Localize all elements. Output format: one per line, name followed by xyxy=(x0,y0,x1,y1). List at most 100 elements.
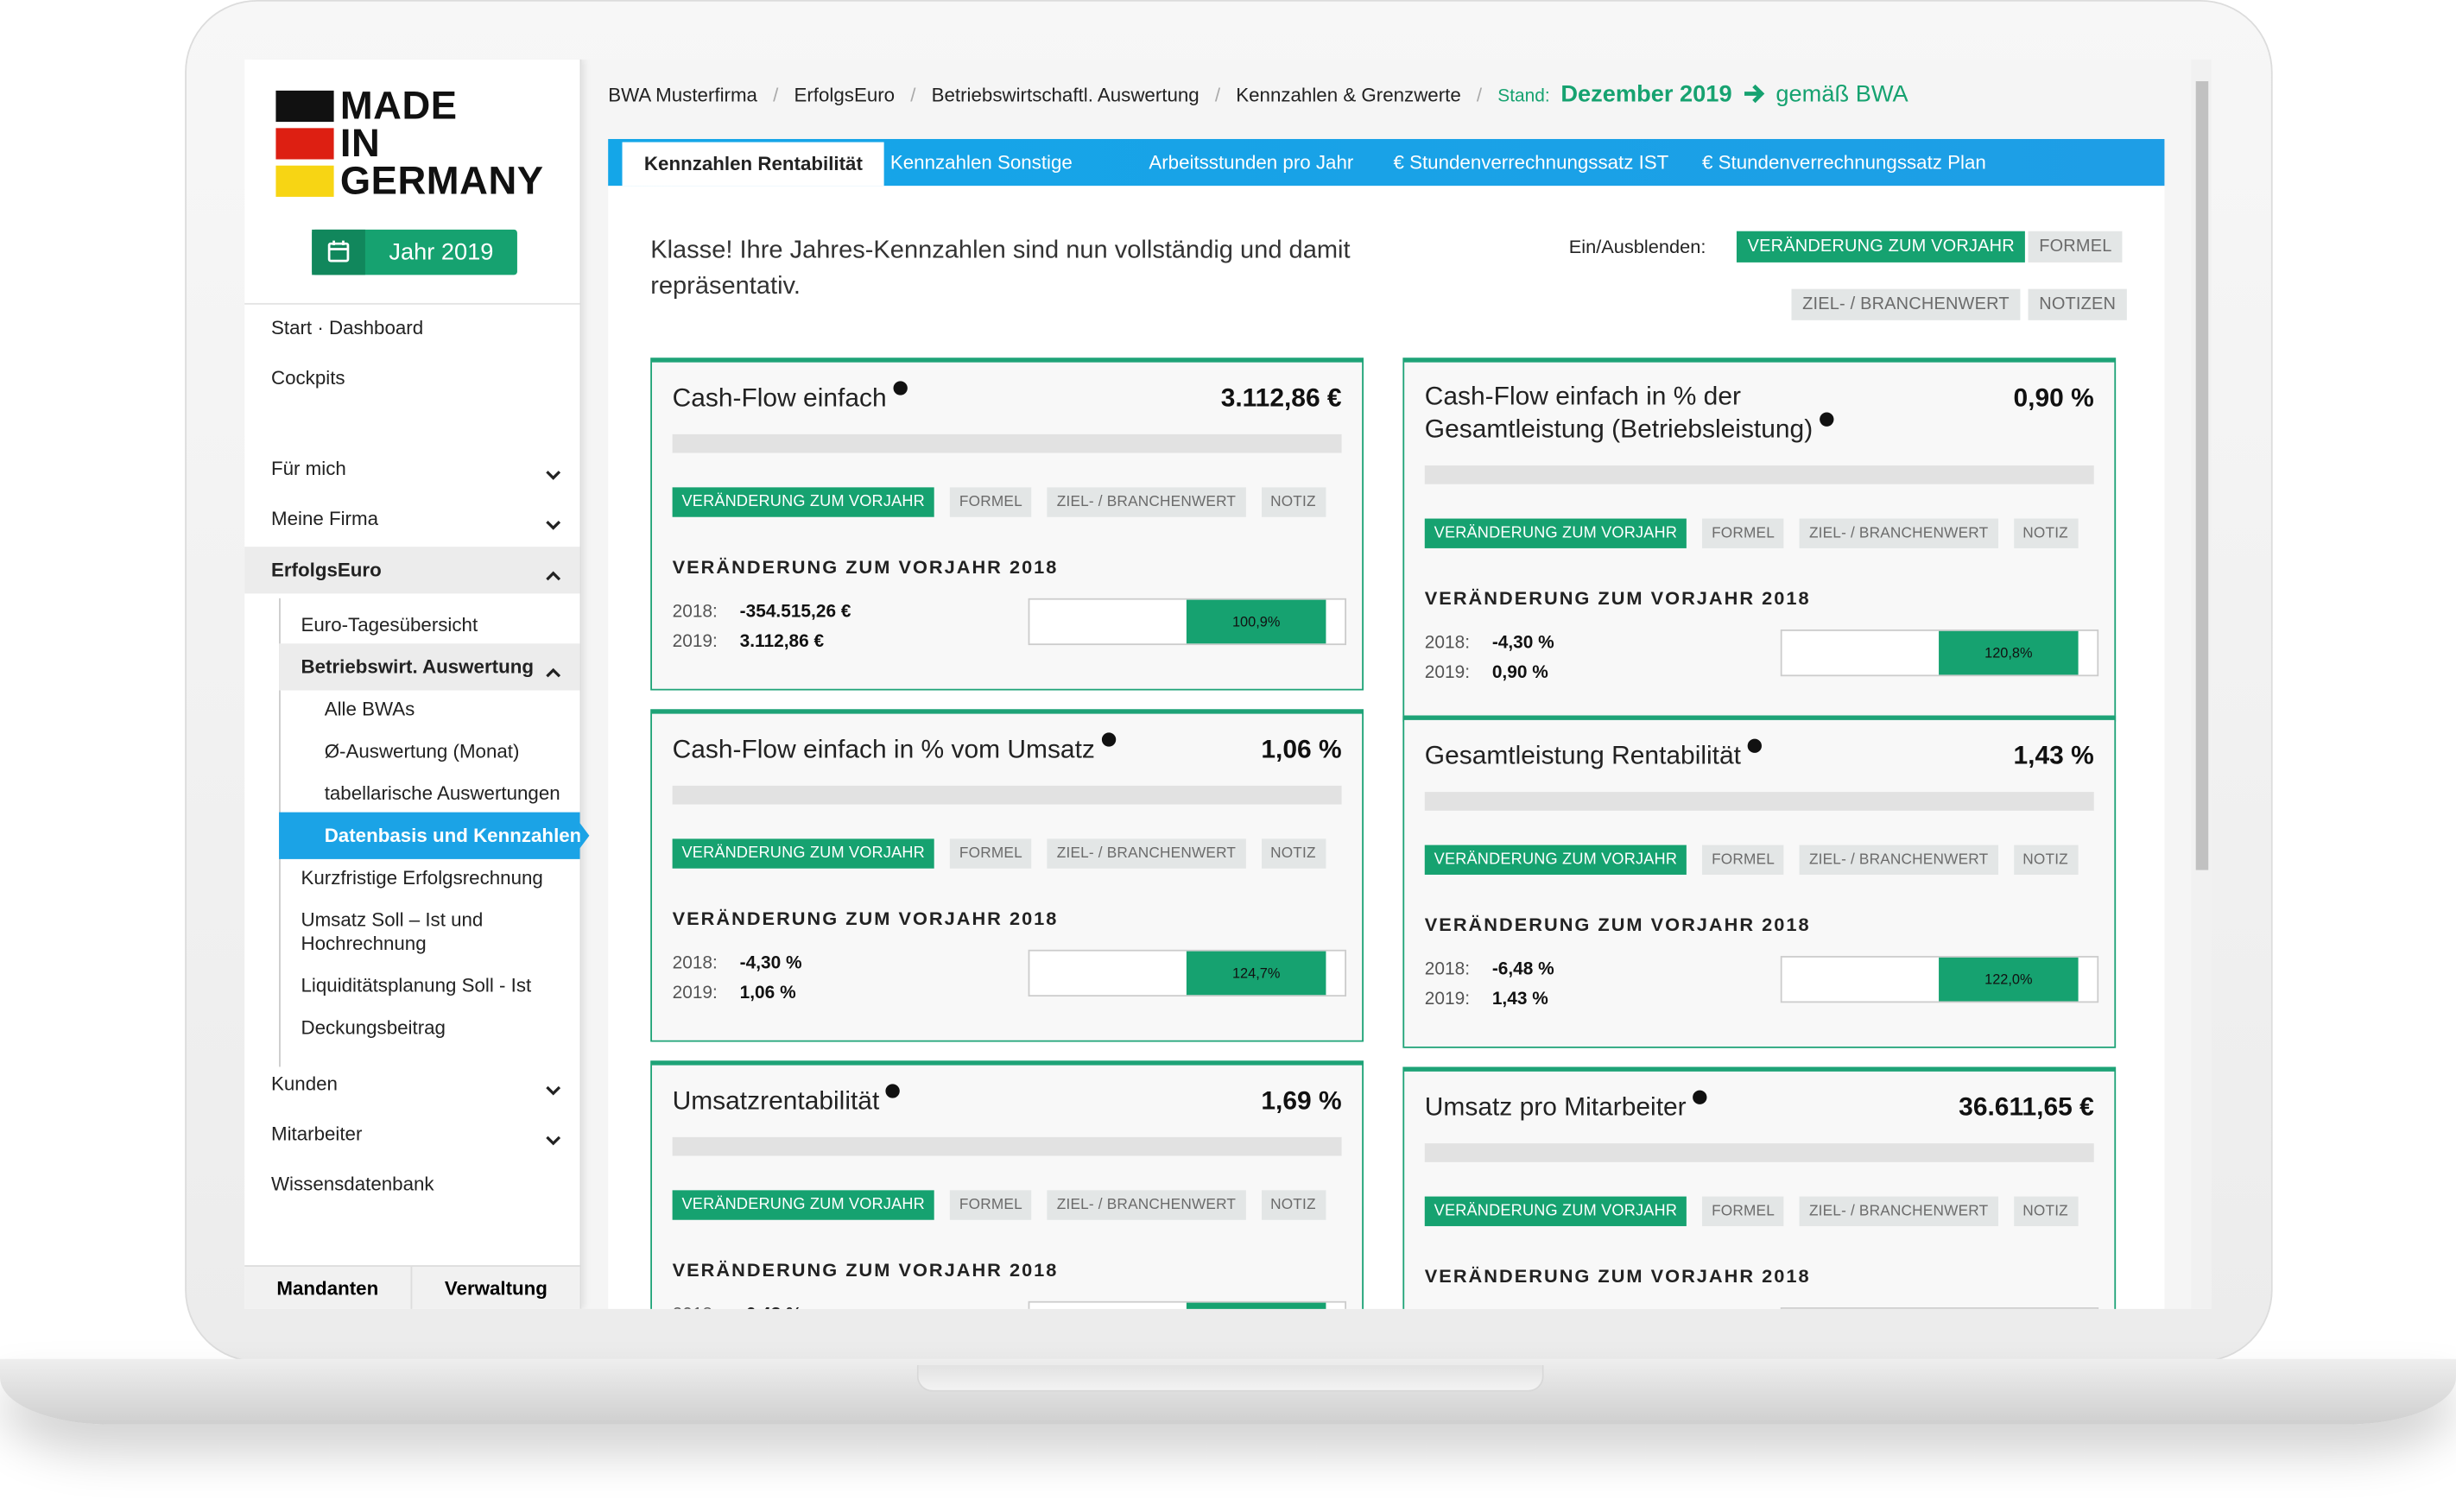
flag-red xyxy=(275,128,334,160)
nav-item[interactable]: Wissensdatenbank xyxy=(244,1172,579,1197)
toggle-button[interactable]: FORMEL xyxy=(2028,231,2124,263)
year-button[interactable]: Jahr 2019 xyxy=(312,229,517,275)
card-tag[interactable]: FORMEL xyxy=(950,1190,1032,1220)
divider xyxy=(410,1267,413,1309)
card-tags: VERÄNDERUNG ZUM VORJAHR FORMEL ZIEL- / BRA… xyxy=(672,486,1342,517)
card-tag[interactable]: VERÄNDERUNG ZUM VORJAHR xyxy=(672,1190,934,1220)
breadcrumb-separator: / xyxy=(773,84,779,107)
nav-item[interactable]: Für mich xyxy=(244,456,579,481)
nav-item[interactable]: Meine Firma xyxy=(244,506,579,531)
card-title-text: Gesamtleistung Rentabilität xyxy=(1424,742,1741,770)
chevron xyxy=(546,667,561,678)
comparison: 2018: -6,48 % 2019: 1,43 % 122,0% xyxy=(1425,956,2099,1018)
nav-item[interactable]: Cockpits xyxy=(244,365,579,390)
row-year: 2018: xyxy=(672,603,718,622)
section-heading: VERÄNDERUNG ZUM VORJAHR 2018 xyxy=(1424,914,1811,936)
nav-label: ErfolgsEuro xyxy=(270,559,382,581)
tab[interactable]: Kennzahlen Rentabilität xyxy=(622,142,885,187)
nav-item[interactable]: Start · Dashboard xyxy=(244,315,579,340)
nav-item[interactable]: Alle BWAs xyxy=(244,697,579,722)
card-tag[interactable]: VERÄNDERUNG ZUM VORJAHR xyxy=(672,838,934,869)
section-heading: VERÄNDERUNG ZUM VORJAHR 2018 xyxy=(672,907,1059,930)
card-title: Cash-Flow einfach in % vom Umsatz xyxy=(673,732,1342,765)
breadcrumb-item[interactable]: BWA Musterfirma xyxy=(608,84,757,107)
card-tag[interactable]: NOTIZ xyxy=(1261,838,1326,869)
toggle-button[interactable]: VERÄNDERUNG ZUM VORJAHR xyxy=(1736,231,2026,263)
card-title: Umsatz pro Mitarbeiter xyxy=(1425,1090,2094,1123)
card-tag[interactable]: NOTIZ xyxy=(1261,487,1326,517)
nav-item[interactable]: ErfolgsEuro xyxy=(244,547,580,594)
footer-button[interactable]: Mandanten xyxy=(276,1277,379,1300)
progress-track xyxy=(672,433,1342,453)
active-pointer xyxy=(579,823,590,849)
card-tag[interactable]: VERÄNDERUNG ZUM VORJAHR xyxy=(1424,845,1687,875)
nav-item[interactable]: Euro-Tagesübersicht xyxy=(244,612,579,637)
card-tag[interactable]: NOTIZ xyxy=(2013,845,2078,875)
nav-item[interactable]: Betriebswirt. Auswertung xyxy=(279,643,580,691)
card-tag[interactable]: ZIEL- / BRANCHENWERT xyxy=(1047,838,1246,869)
tab[interactable]: Kennzahlen Sonstige xyxy=(889,151,1073,174)
nav-item[interactable]: Liquiditätsplanung Soll - Ist xyxy=(244,973,579,998)
row-value: -4,30 % xyxy=(1491,634,1554,654)
card-tags: VERÄNDERUNG ZUM VORJAHR FORMEL ZIEL- / BRA… xyxy=(672,838,1342,869)
row-value: -354.515,26 € xyxy=(739,603,851,622)
help-icon xyxy=(885,1084,900,1098)
sidebar: MADE IN GERMANY Jahr 2019 Start · Dashbo… xyxy=(244,59,590,1309)
stand-value: Dezember 2019 xyxy=(1560,81,1732,108)
nav-item[interactable]: Mitarbeiter xyxy=(244,1122,579,1147)
card-tag[interactable]: FORMEL xyxy=(950,838,1032,869)
nav-item[interactable]: tabellarische Auswertungen xyxy=(244,781,579,806)
chevron-icon xyxy=(546,462,561,480)
footer-button[interactable]: Verwaltung xyxy=(444,1277,548,1300)
arrow xyxy=(1744,84,1765,104)
row-value: 0,90 % xyxy=(1491,663,1548,683)
change-bar xyxy=(1780,1307,2099,1309)
section-heading: VERÄNDERUNG ZUM VORJAHR 2018 xyxy=(672,555,1059,579)
toggle-label: Ein/Ausblenden: xyxy=(1568,236,1706,258)
nav-label: Mitarbeiter xyxy=(270,1123,363,1145)
tab[interactable]: € Stundenverrechnungssatz IST xyxy=(1393,151,1669,174)
card-tag[interactable]: VERÄNDERUNG ZUM VORJAHR xyxy=(1424,1196,1687,1226)
row-value: 3.112,86 € xyxy=(739,632,825,652)
nav-item[interactable]: Kunden xyxy=(244,1072,579,1097)
nav-item[interactable]: Datenbasis und Kennzahlen xyxy=(279,812,590,859)
card-tag[interactable]: NOTIZ xyxy=(1261,1190,1326,1220)
card-tag[interactable]: FORMEL xyxy=(950,487,1032,517)
nav-label: Kurzfristige Erfolgsrechnung xyxy=(301,866,543,889)
kpi-card: Cash-Flow einfach 3.112,86 € VERÄNDERUNG Z… xyxy=(650,357,1364,691)
comparison xyxy=(1425,1307,2099,1309)
tab[interactable]: Arbeitsstunden pro Jahr xyxy=(1149,151,1354,174)
breadcrumb-item[interactable]: Kennzahlen & Grenzwerte xyxy=(1236,84,1461,107)
scroll-thumb[interactable] xyxy=(2195,81,2209,870)
card-tag[interactable]: ZIEL- / BRANCHENWERT xyxy=(1800,845,1998,875)
tab[interactable]: € Stundenverrechnungssatz Plan xyxy=(1702,151,1986,174)
card-tag[interactable]: NOTIZ xyxy=(2013,518,2078,548)
card-tag[interactable]: ZIEL- / BRANCHENWERT xyxy=(1800,1196,1998,1226)
card-tag[interactable]: FORMEL xyxy=(1702,845,1784,875)
nav-item[interactable]: Deckungsbeitrag xyxy=(244,1015,579,1041)
card-tag[interactable]: NOTIZ xyxy=(2013,1196,2078,1226)
nav-item[interactable]: Kurzfristige Erfolgsrechnung xyxy=(244,865,579,890)
nav-item[interactable]: Ø-Auswertung (Monat) xyxy=(244,739,579,764)
card-tag[interactable]: FORMEL xyxy=(1702,518,1784,548)
toggle-button[interactable]: ZIEL- / BRANCHENWERT xyxy=(1791,288,2021,320)
card-tag[interactable]: VERÄNDERUNG ZUM VORJAHR xyxy=(1424,518,1687,548)
chevron-icon xyxy=(546,1128,561,1146)
nav-item[interactable]: Umsatz Soll – Ist und Hochrechnung xyxy=(244,908,579,954)
comparison-row: 2019: 1,06 % xyxy=(673,979,1342,1009)
breadcrumb-separator: / xyxy=(1476,84,1483,107)
card-tag[interactable]: ZIEL- / BRANCHENWERT xyxy=(1047,1190,1246,1220)
comparison-row: 2018:-6,48 % xyxy=(673,1301,1342,1309)
card-tag[interactable]: ZIEL- / BRANCHENWERT xyxy=(1800,518,1998,548)
kpi-card: Cash-Flow einfach in % vom Umsatz 1,06 % V… xyxy=(650,709,1364,1042)
toggle-button[interactable]: NOTIZEN xyxy=(2028,288,2127,320)
card-title: Gesamtleistung Rentabilität xyxy=(1424,738,2094,772)
card-tag[interactable]: ZIEL- / BRANCHENWERT xyxy=(1047,487,1246,517)
help-icon xyxy=(892,381,908,395)
breadcrumb-item[interactable]: ErfolgsEuro xyxy=(794,84,896,107)
comparison: 2018:-6,48 % xyxy=(673,1300,1347,1309)
card-tag[interactable]: VERÄNDERUNG ZUM VORJAHR xyxy=(672,487,934,517)
card-tag[interactable]: FORMEL xyxy=(1702,1196,1784,1226)
breadcrumb-item[interactable]: Betriebswirtschaftl. Auswertung xyxy=(931,84,1200,107)
